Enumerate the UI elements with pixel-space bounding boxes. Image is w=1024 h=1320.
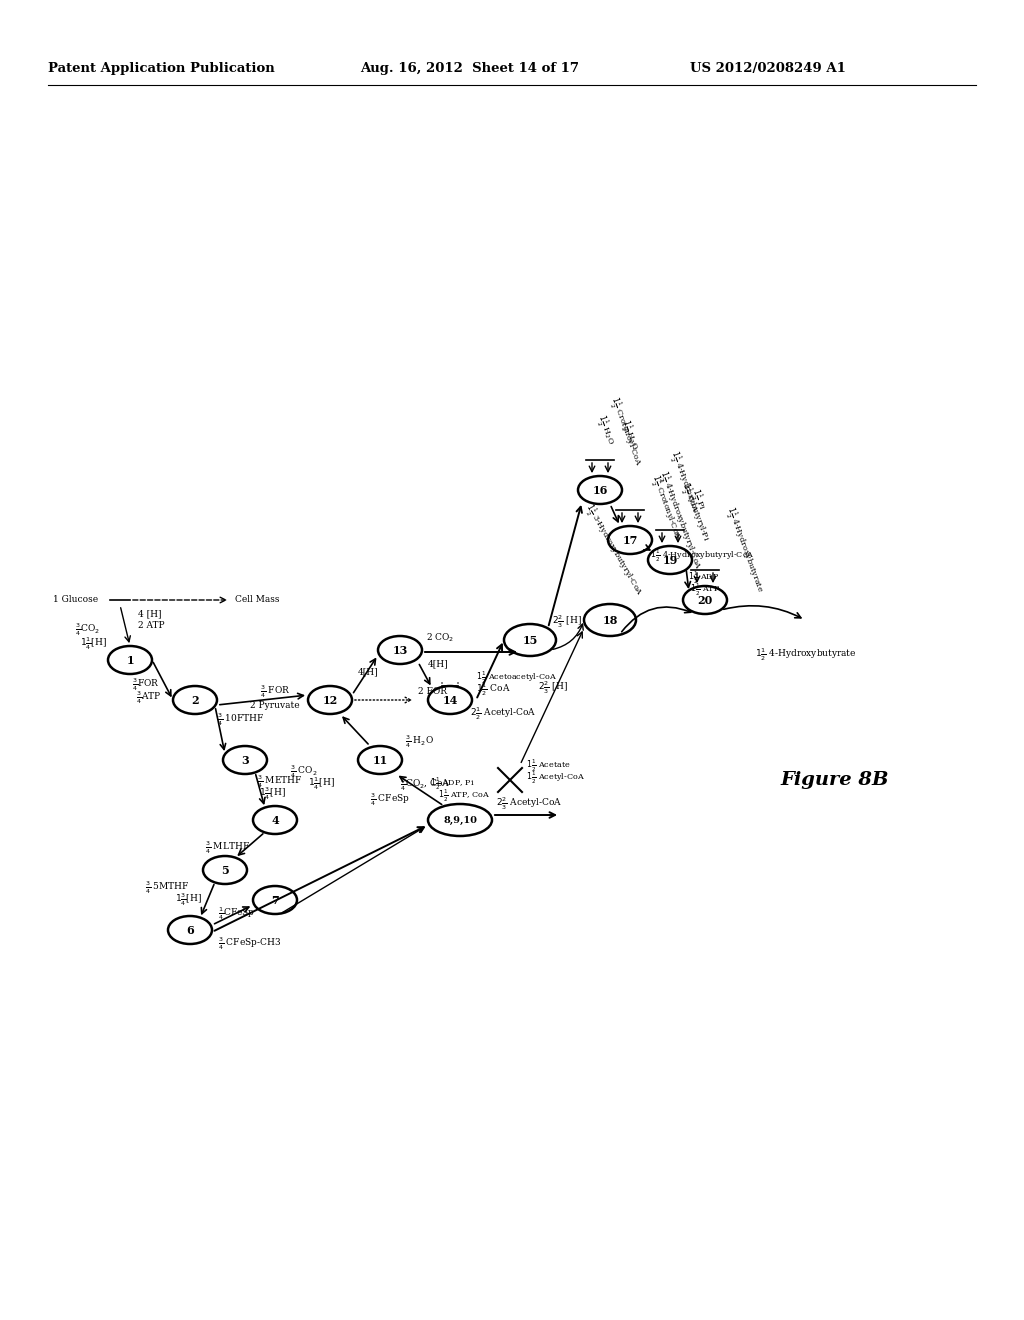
Text: $1\frac{1}{4}$[H]: $1\frac{1}{4}$[H] [80,636,106,652]
Text: 8,9,10: 8,9,10 [443,816,477,825]
Text: $2\frac{1}{2}$ Acetyl-CoA: $2\frac{1}{2}$ Acetyl-CoA [470,706,537,722]
Text: $\frac{3}{4}$ CO$_2$: $\frac{3}{4}$ CO$_2$ [290,764,317,780]
Text: 11: 11 [373,755,388,766]
Text: $\frac{3}{4}$ METHF: $\frac{3}{4}$ METHF [257,774,302,791]
Text: $1\frac{1}{2}$ H$_2$O: $1\frac{1}{2}$ H$_2$O [616,417,642,453]
Text: Cell Mass: Cell Mass [234,595,280,605]
Text: $1\frac{1}{2}$ H$_2$O: $1\frac{1}{2}$ H$_2$O [592,413,618,447]
Text: 2 FOR: 2 FOR [418,688,447,697]
Text: $1\frac{1}{2}$ 4-Hydroxybutyryl-CoA: $1\frac{1}{2}$ 4-Hydroxybutyryl-CoA [654,469,706,572]
Text: $1\frac{1}{2}$ ADP, Pi: $1\frac{1}{2}$ ADP, Pi [430,776,475,792]
Text: 19: 19 [663,554,678,565]
Text: 1: 1 [126,655,134,665]
Text: 17: 17 [623,535,638,545]
Text: 6: 6 [186,924,194,936]
Text: 4 [H]: 4 [H] [138,610,162,619]
Text: $\frac{3}{4}$ FOR: $\frac{3}{4}$ FOR [260,684,291,701]
Text: 16: 16 [592,484,607,495]
Text: 20: 20 [697,594,713,606]
Text: US 2012/0208249 A1: US 2012/0208249 A1 [690,62,846,75]
Text: 18: 18 [602,615,617,626]
Text: $1\frac{1}{2}$ Acetyl-CoA: $1\frac{1}{2}$ Acetyl-CoA [526,770,585,787]
Text: $\frac{3}{4}$FOR: $\frac{3}{4}$FOR [132,677,160,693]
Text: 7: 7 [271,895,279,906]
Text: $1\frac{1}{2}$ 4-Hydroxybutyrate: $1\frac{1}{2}$ 4-Hydroxybutyrate [721,504,767,595]
Text: $\frac{3}{4}$ CFeSp-CH3: $\frac{3}{4}$ CFeSp-CH3 [218,936,282,952]
Text: $\frac{1}{4}$CFeSp: $\frac{1}{4}$CFeSp [218,906,255,923]
Text: 4: 4 [271,814,279,825]
Text: $1\frac{1}{2}$ Crotonoyl-CoA: $1\frac{1}{2}$ Crotonoyl-CoA [605,395,645,470]
Text: 2 ATP: 2 ATP [138,622,165,631]
Text: $\frac{3}{4}$ 5MTHF: $\frac{3}{4}$ 5MTHF [145,879,189,896]
Text: $\frac{3}{4}$ CFeSp: $\frac{3}{4}$ CFeSp [370,792,410,808]
Text: $\frac{3}{4}$ MLTHF: $\frac{3}{4}$ MLTHF [205,840,250,857]
Text: $1\frac{1}{2}$ 4-Hydroxybutyrate: $1\frac{1}{2}$ 4-Hydroxybutyrate [755,647,856,664]
Text: 13: 13 [392,644,408,656]
Text: $\frac{3}{4}$ H$_2$O: $\frac{3}{4}$ H$_2$O [406,734,434,750]
Text: $1\frac{1}{2}$ 3-Hydroxybutyryl-CoA: $1\frac{1}{2}$ 3-Hydroxybutyryl-CoA [580,500,646,599]
Text: $1\frac{1}{2}$ Pi: $1\frac{1}{2}$ Pi [686,487,709,513]
Text: 4[H]: 4[H] [428,660,449,668]
Text: $\frac{3}{4}$CO$_2$, CoA: $\frac{3}{4}$CO$_2$, CoA [400,776,451,793]
Text: Figure 8B: Figure 8B [780,771,889,789]
Text: $1\frac{1}{2}$ 4-Hydroxybutyryl-CoA: $1\frac{1}{2}$ 4-Hydroxybutyryl-CoA [650,548,755,564]
Text: $1\frac{1}{2}$ Acetate: $1\frac{1}{2}$ Acetate [526,758,570,774]
Text: Aug. 16, 2012  Sheet 14 of 17: Aug. 16, 2012 Sheet 14 of 17 [360,62,579,75]
Text: $1\frac{1}{2}$ ATP, CoA: $1\frac{1}{2}$ ATP, CoA [438,788,490,804]
Text: 15: 15 [522,635,538,645]
Text: $1\frac{1}{4}$[H]: $1\frac{1}{4}$[H] [308,776,335,792]
Text: $1\frac{1}{2}$ CoA: $1\frac{1}{2}$ CoA [476,681,511,698]
Text: $1\frac{1}{2}$ Acetoacetyl-CoA: $1\frac{1}{2}$ Acetoacetyl-CoA [476,669,557,686]
Text: 5: 5 [221,865,229,875]
Text: 2: 2 [191,694,199,705]
Text: $1\frac{3}{4}$[H]: $1\frac{3}{4}$[H] [175,892,202,908]
Text: $1\frac{1}{2}$ ATP: $1\frac{1}{2}$ ATP [690,582,720,598]
Text: $\frac{3}{4}$CO$_2$: $\frac{3}{4}$CO$_2$ [75,622,100,639]
Text: 12: 12 [323,694,338,705]
Text: 1 Glucose: 1 Glucose [53,595,98,605]
Text: $1\frac{1}{2}$ 4-Hydroxybutyryl-Pi: $1\frac{1}{2}$ 4-Hydroxybutyryl-Pi [665,449,713,544]
Text: $1\frac{1}{2}$ Crotonyl-CoA: $1\frac{1}{2}$ Crotonyl-CoA [646,473,685,543]
Text: $\frac{3}{4}$ 10FTHF: $\frac{3}{4}$ 10FTHF [217,711,264,729]
Text: $1\frac{1}{2}$ ADP: $1\frac{1}{2}$ ADP [688,570,720,586]
Text: 3: 3 [241,755,249,766]
Text: 2 CO$_2$: 2 CO$_2$ [426,632,455,644]
Text: $2\frac{2}{3}$ [H]: $2\frac{2}{3}$ [H] [538,680,568,697]
Text: $1\frac{3}{4}$[H]: $1\frac{3}{4}$[H] [259,785,286,803]
Text: 2 Pyruvate: 2 Pyruvate [250,701,300,710]
Text: $2\frac{2}{3}$ [H]: $2\frac{2}{3}$ [H] [552,614,582,631]
Text: Patent Application Publication: Patent Application Publication [48,62,274,75]
Text: 14: 14 [442,694,458,705]
Text: 4[H]: 4[H] [358,668,379,676]
Text: $\frac{3}{4}$ATP: $\frac{3}{4}$ATP [136,689,162,706]
Text: $1\frac{1}{2}$ CoA: $1\frac{1}{2}$ CoA [676,480,701,515]
Text: $2\frac{2}{3}$ Acetyl-CoA: $2\frac{2}{3}$ Acetyl-CoA [496,796,562,812]
